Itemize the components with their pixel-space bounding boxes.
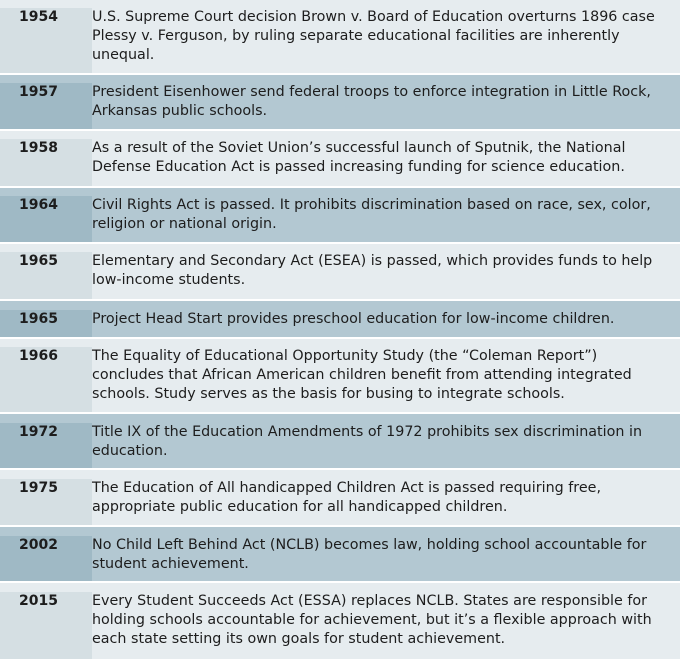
event-description: U.S. Supreme Court decision Brown v. Boa… — [92, 9, 655, 63]
event-year: 2002 — [0, 536, 92, 581]
timeline-row: 1964 Civil Rights Act is passed. It proh… — [0, 188, 680, 242]
event-description: Every Student Succeeds Act (ESSA) replac… — [92, 593, 652, 647]
timeline-row: 1965 Elementary and Secondary Act (ESEA)… — [0, 244, 680, 299]
timeline-row: 1958 As a result of the Soviet Union’s s… — [0, 131, 680, 186]
event-year: 1965 — [0, 252, 92, 299]
event-description: Project Head Start provides preschool ed… — [92, 311, 615, 327]
timeline-row: 1954 U.S. Supreme Court decision Brown v… — [0, 0, 680, 73]
event-year: 1966 — [0, 347, 92, 412]
timeline-row: 1966 The Equality of Educational Opportu… — [0, 339, 680, 412]
event-description: President Eisenhower send federal troops… — [92, 84, 651, 119]
timeline-row: 1957 President Eisenhower send federal t… — [0, 75, 680, 129]
event-year: 1957 — [0, 83, 92, 129]
event-year: 1972 — [0, 423, 92, 468]
timeline-row: 2015 Every Student Succeeds Act (ESSA) r… — [0, 583, 680, 659]
event-year: 1975 — [0, 479, 92, 525]
timeline-row: 1975 The Education of All handicapped Ch… — [0, 470, 680, 525]
event-description: The Education of All handicapped Childre… — [92, 480, 601, 515]
event-description: No Child Left Behind Act (NCLB) becomes … — [92, 537, 647, 572]
event-year: 1965 — [0, 310, 92, 337]
event-description: As a result of the Soviet Union’s succes… — [92, 140, 626, 175]
timeline-row: 1965 Project Head Start provides prescho… — [0, 301, 680, 337]
event-year: 1964 — [0, 196, 92, 242]
event-description: Civil Rights Act is passed. It prohibits… — [92, 197, 651, 232]
event-description: Title IX of the Education Amendments of … — [92, 424, 643, 459]
event-year: 1954 — [0, 8, 92, 73]
event-year: 2015 — [0, 592, 92, 659]
timeline-row: 1972 Title IX of the Education Amendment… — [0, 414, 680, 468]
timeline-row: 2002 No Child Left Behind Act (NCLB) bec… — [0, 527, 680, 581]
event-description: The Equality of Educational Opportunity … — [92, 348, 632, 402]
event-description: Elementary and Secondary Act (ESEA) is p… — [92, 253, 653, 288]
event-year: 1958 — [0, 139, 92, 186]
